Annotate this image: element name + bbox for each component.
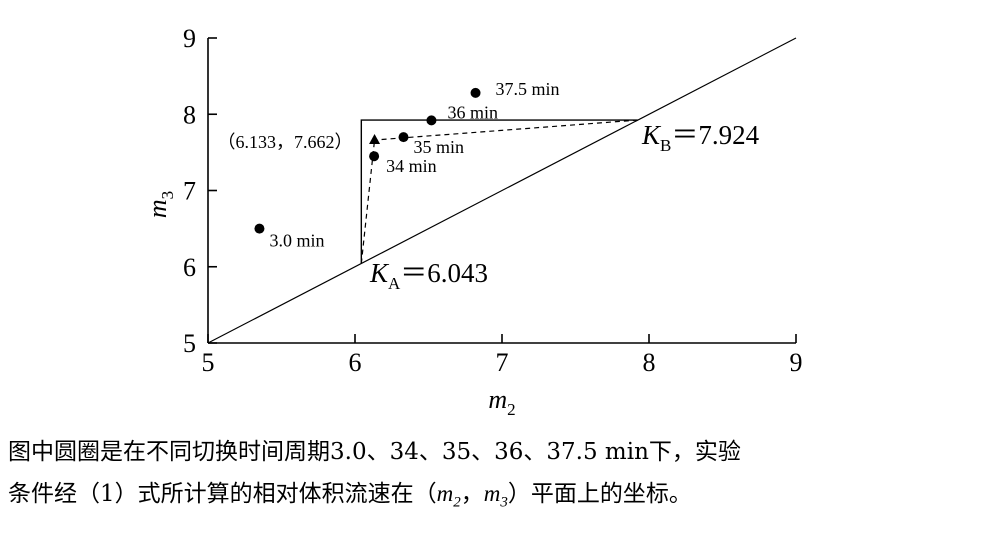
caption-m2: m2 [436,481,461,511]
chart: 5 6 7 8 9 5 6 7 8 9 m2 m3 （6.133，7.662） 3.0 min 34 mi… [143,24,803,419]
x-tick-label: 6 [349,348,362,377]
x-axis-title: m2 [488,385,515,419]
caption-sep: ， [460,481,484,507]
triangle-marker [369,134,381,145]
axes: 5 6 7 8 9 5 6 7 8 9 m2 m3 [143,24,803,419]
diagonal-line [207,37,797,344]
y-axis-title: m3 [143,191,177,218]
triangle-point-label: （6.133，7.662） [218,132,353,152]
region-boundary-line [360,119,638,264]
kb-label: KB＝7.924 [641,120,760,155]
caption-line-2-b: ）平面上的坐标。 [507,481,692,507]
y-tick-label: 8 [183,100,196,129]
data-point-label: 3.0 min [269,231,324,251]
caption-m3: m3 [483,481,508,511]
x-tick-label: 5 [202,348,215,377]
data-point [254,223,265,234]
data-point [426,115,437,126]
data-point-label: 36 min [447,102,498,122]
ka-label: KA＝6.043 [369,258,488,293]
x-tick-label: 8 [643,348,656,377]
y-tick-label: 7 [183,177,196,206]
x-tick-label: 7 [496,348,509,377]
data-point [369,151,380,162]
dashed-line-kb [374,119,638,141]
y-tick-label: 9 [183,24,196,53]
y-tick-label: 5 [183,329,196,358]
data-point [398,132,409,143]
caption-line-2: 条件经（1）式所计算的相对体积流速在（m2，m3）平面上的坐标。 [8,473,978,515]
data-point-label: 34 min [386,156,437,176]
data-point-label: 37.5 min [496,79,560,99]
chart-marks [254,87,481,234]
caption-line-2-a: 条件经（1）式所计算的相对体积流速在（ [8,481,437,507]
x-tick-label: 9 [790,348,803,377]
data-point-label: 35 min [414,137,465,157]
figure-caption: 图中圆圈是在不同切换时间周期3.0、34、35、36、37.5 min下，实验 … [8,432,978,515]
y-tick-label: 6 [183,253,196,282]
data-point [470,87,481,98]
caption-line-1: 图中圆圈是在不同切换时间周期3.0、34、35、36、37.5 min下，实验 [8,439,741,465]
